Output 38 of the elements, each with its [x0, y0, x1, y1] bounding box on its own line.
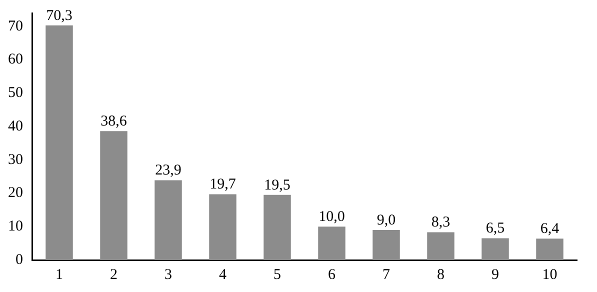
bar	[154, 180, 182, 260]
x-tick-label: 10	[542, 266, 558, 283]
x-tick-label: 9	[492, 266, 499, 283]
bar	[427, 232, 454, 260]
y-tick-label: 0	[16, 252, 23, 268]
data-label: 23,9	[155, 162, 182, 179]
y-tick-label: 70	[8, 18, 23, 34]
data-label: 6,5	[486, 220, 505, 237]
y-tick-label: 60	[8, 52, 23, 68]
bar	[482, 238, 509, 260]
x-tick-label: 5	[274, 266, 281, 283]
x-tick-label: 2	[110, 266, 118, 283]
data-label: 10,0	[318, 209, 345, 226]
x-tick-label: 3	[164, 266, 172, 283]
bar	[318, 226, 346, 260]
bar	[209, 194, 236, 260]
y-tick-label: 50	[8, 85, 23, 102]
bar	[264, 194, 291, 260]
data-label: 9,0	[376, 212, 396, 228]
x-tick-label: 7	[382, 266, 390, 283]
x-tick-label: 1	[56, 266, 63, 283]
x-tick-label: 6	[328, 266, 336, 283]
data-label: 38,6	[100, 114, 128, 130]
bar	[46, 25, 73, 260]
x-tick-label: 8	[437, 266, 444, 283]
y-tick-label: 20	[8, 185, 23, 202]
y-tick-label: 40	[8, 118, 23, 134]
bar	[372, 230, 400, 260]
data-label: 70,3	[46, 8, 72, 24]
x-tick-label: 4	[219, 266, 227, 283]
y-tick-label: 10	[8, 218, 23, 235]
data-label: 8,3	[431, 214, 450, 231]
bar	[100, 131, 128, 260]
data-label: 19,7	[210, 176, 236, 193]
bar	[536, 238, 564, 260]
data-label: 19,5	[264, 177, 290, 194]
data-label: 6,4	[540, 221, 560, 238]
y-tick-label: 30	[8, 152, 23, 168]
